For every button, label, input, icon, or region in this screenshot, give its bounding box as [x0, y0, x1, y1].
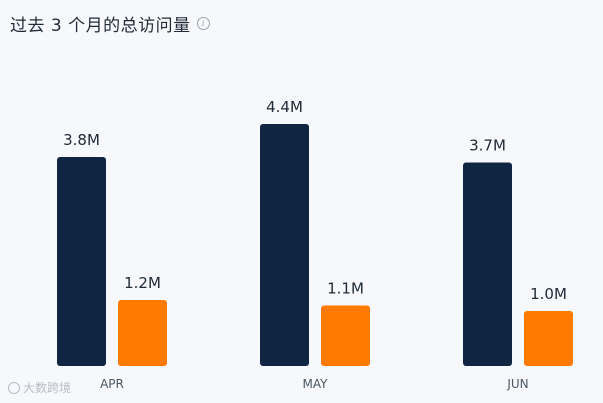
bar-jun-series-1[interactable]: [463, 162, 512, 367]
watermark: 大数跨境: [8, 379, 71, 396]
bar-jun-series-2[interactable]: [524, 311, 573, 366]
data-label-jun-series-2: 1.0M: [530, 285, 567, 303]
watermark-text: 大数跨境: [23, 381, 72, 395]
data-label-apr-series-2: 1.2M: [124, 274, 161, 292]
bar-may-series-1[interactable]: [260, 124, 309, 366]
data-label-may-series-1: 4.4M: [266, 98, 303, 116]
info-icon[interactable]: i: [196, 17, 210, 30]
bar-apr-series-2[interactable]: [118, 300, 167, 366]
chart-title: 过去 3 个月的总访问量: [10, 16, 191, 36]
watermark-logo-icon: [8, 381, 20, 394]
data-label-apr-series-1: 3.8M: [63, 131, 100, 149]
x-tick-label-jun: JUN: [506, 377, 528, 391]
bar-may-series-2[interactable]: [321, 305, 370, 367]
chart-header: 过去 3 个月的总访问量 i: [10, 11, 210, 36]
x-tick-label-apr: APR: [100, 377, 124, 391]
data-label-may-series-2: 1.1M: [327, 280, 364, 298]
data-label-jun-series-1: 3.7M: [469, 137, 506, 155]
bar-apr-series-1[interactable]: [57, 157, 106, 366]
x-tick-label-may: MAY: [303, 377, 329, 391]
